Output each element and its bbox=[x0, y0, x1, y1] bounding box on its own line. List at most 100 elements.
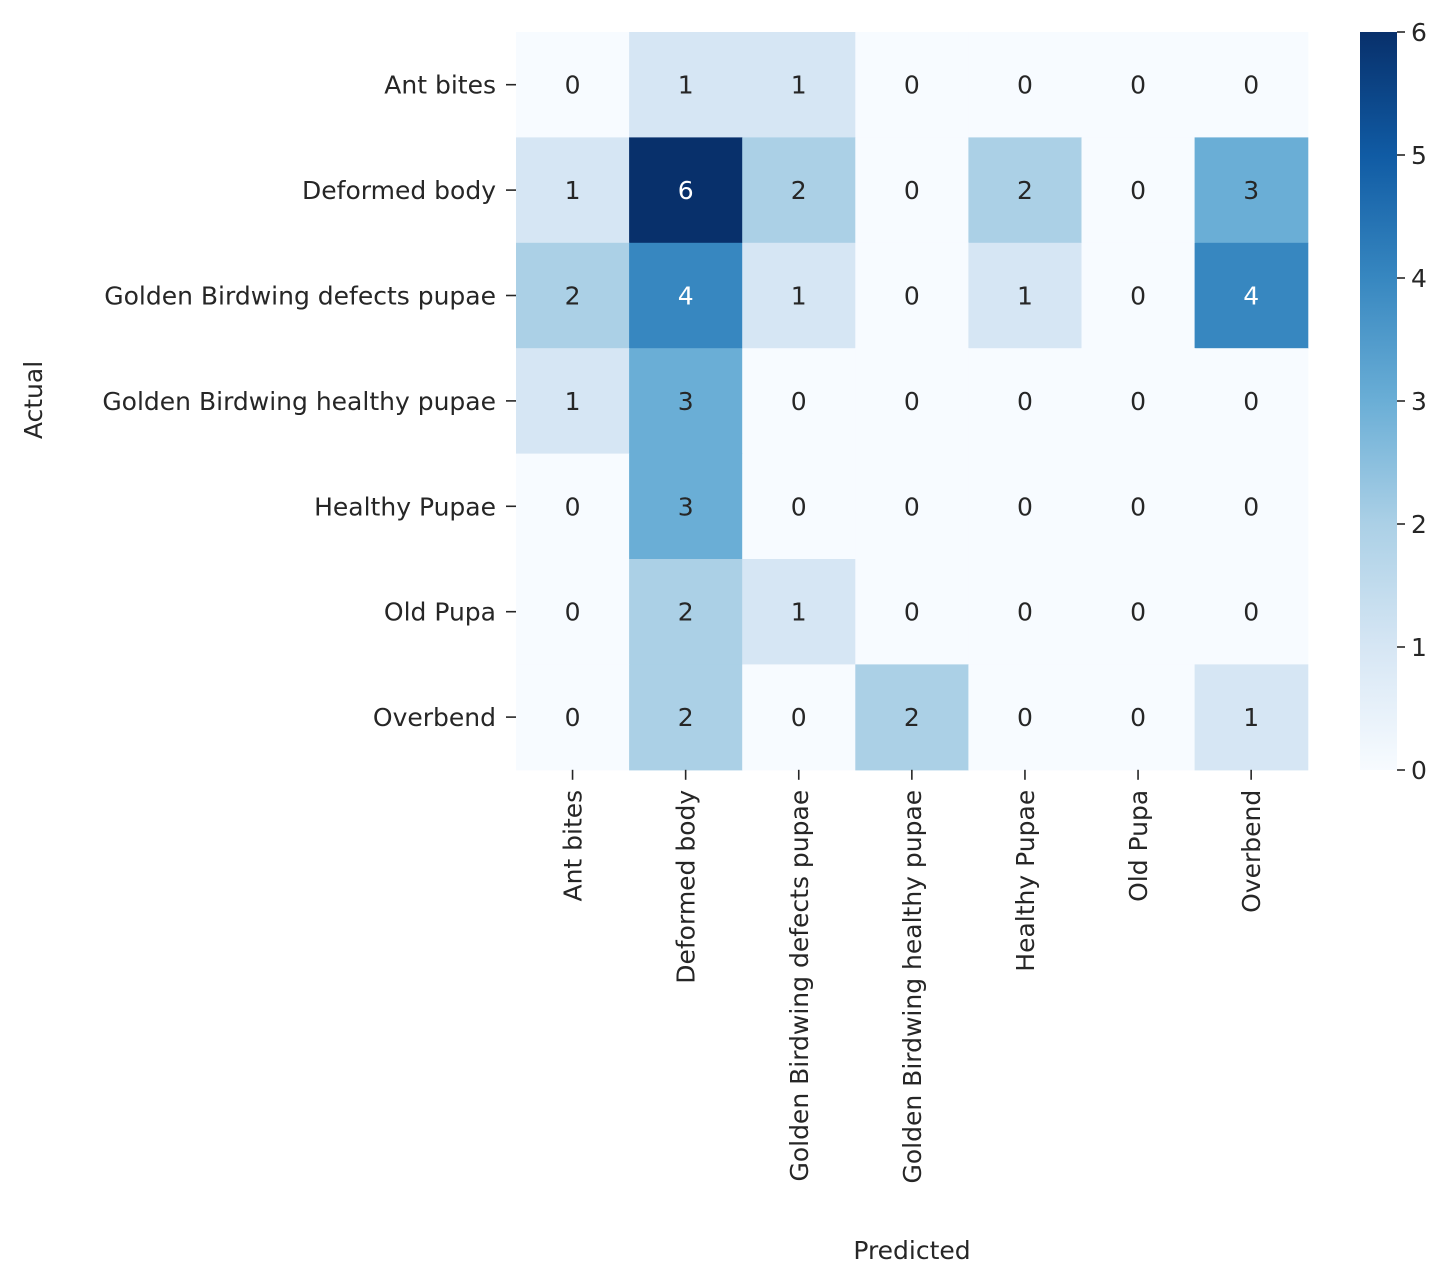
cell-value-label: 1 bbox=[678, 71, 694, 100]
cell-value-label: 1 bbox=[1243, 703, 1259, 732]
heatmap-cell bbox=[1081, 453, 1196, 560]
heatmap-cell bbox=[516, 242, 630, 349]
cell-value-label: 0 bbox=[904, 387, 920, 416]
x-tick-label: Old Pupa bbox=[1124, 790, 1153, 902]
cell-value-label: 4 bbox=[1243, 282, 1259, 311]
heatmap-cell bbox=[516, 453, 630, 560]
heatmap-cell bbox=[855, 348, 969, 455]
heatmap-cell bbox=[629, 559, 743, 665]
heatmap-cell bbox=[855, 559, 969, 665]
x-tick-label: Golden Birdwing healthy pupae bbox=[898, 790, 927, 1184]
cell-value-label: 0 bbox=[565, 598, 581, 627]
heatmap-cell bbox=[742, 559, 856, 665]
heatmap-cell bbox=[1081, 242, 1196, 349]
heatmap-cell bbox=[629, 664, 743, 771]
cell-value-label: 0 bbox=[904, 71, 920, 100]
cell-value-label: 1 bbox=[791, 598, 807, 627]
heatmap-cell bbox=[968, 559, 1083, 665]
heatmap-cell bbox=[629, 453, 743, 560]
heatmap-cell bbox=[1081, 137, 1196, 244]
cell-value-label: 0 bbox=[904, 598, 920, 627]
cell-value-label: 3 bbox=[678, 492, 694, 521]
cell-value-label: 2 bbox=[904, 703, 920, 732]
heatmap-cell bbox=[516, 664, 630, 771]
heatmap-cell bbox=[968, 348, 1083, 455]
x-axis: Ant bites Deformed body Golden Birdwing de… bbox=[559, 769, 1266, 1184]
heatmap-cell bbox=[1194, 242, 1309, 349]
cell-value-label: 0 bbox=[791, 492, 807, 521]
cell-value-label: 0 bbox=[791, 703, 807, 732]
cell-value-label: 1 bbox=[791, 71, 807, 100]
heatmap-cell bbox=[742, 32, 856, 138]
x-tick-label: Healthy Pupae bbox=[1011, 790, 1040, 972]
cell-value-label: 0 bbox=[1243, 492, 1259, 521]
cell-value-label: 0 bbox=[1130, 71, 1146, 100]
heatmap-cell bbox=[742, 137, 856, 244]
cell-value-label: 3 bbox=[1243, 176, 1259, 205]
heatmap-cell bbox=[1194, 137, 1309, 244]
cell-value-label: 3 bbox=[678, 387, 694, 416]
heatmap-cell bbox=[855, 664, 969, 771]
colorbar-tick-label: 1 bbox=[1411, 633, 1427, 662]
heatmap-cell bbox=[629, 348, 743, 455]
cell-value-label: 1 bbox=[565, 176, 581, 205]
cell-value-label: 0 bbox=[1130, 282, 1146, 311]
y-tick-label: Golden Birdwing defects pupae bbox=[104, 282, 496, 311]
colorbar-tick-label: 0 bbox=[1411, 756, 1427, 785]
cell-value-label: 2 bbox=[791, 176, 807, 205]
heatmap-cells bbox=[516, 32, 1309, 771]
colorbar-ticks: 0 1 2 3 4 5 6 bbox=[1397, 18, 1427, 785]
heatmap-cell bbox=[968, 664, 1083, 771]
colorbar-tick-label: 2 bbox=[1411, 510, 1427, 539]
cell-value-label: 0 bbox=[565, 492, 581, 521]
cell-value-label: 2 bbox=[678, 598, 694, 627]
heatmap-cell bbox=[629, 32, 743, 138]
cell-value-label: 0 bbox=[904, 176, 920, 205]
x-tick-label: Overbend bbox=[1237, 790, 1266, 913]
y-axis-title: Actual bbox=[19, 361, 48, 439]
cell-value-label: 0 bbox=[1130, 387, 1146, 416]
heatmap-cell bbox=[855, 32, 969, 138]
cell-value-label: 0 bbox=[1017, 387, 1033, 416]
cell-value-label: 0 bbox=[1130, 176, 1146, 205]
heatmap-cell bbox=[1081, 664, 1196, 771]
cell-value-label: 0 bbox=[791, 387, 807, 416]
y-tick-label: Golden Birdwing healthy pupae bbox=[102, 387, 496, 416]
heatmap-cell bbox=[516, 32, 630, 138]
colorbar bbox=[1360, 32, 1397, 770]
heatmap-cell bbox=[1194, 559, 1309, 665]
colorbar-tick-label: 4 bbox=[1411, 264, 1427, 293]
heatmap-cell-labels: 0 1 1 0 0 0 0 1 6 2 0 2 0 3 2 4 1 0 1 0 4 1 3 0 0 0 0 0 0 3 0 0 0 0 0 0 2 1 0 0… bbox=[565, 71, 1260, 732]
cell-value-label: 0 bbox=[1130, 492, 1146, 521]
heatmap-cell bbox=[516, 137, 630, 244]
y-tick-label: Ant bites bbox=[384, 71, 496, 100]
heatmap-cell bbox=[968, 137, 1083, 244]
cell-value-label: 0 bbox=[1243, 71, 1259, 100]
cell-value-label: 0 bbox=[565, 703, 581, 732]
y-tick-label: Deformed body bbox=[302, 176, 496, 205]
cell-value-label: 0 bbox=[1017, 71, 1033, 100]
cell-value-label: 0 bbox=[1130, 598, 1146, 627]
cell-value-label: 0 bbox=[904, 492, 920, 521]
y-axis: Ant bites Deformed body Golden Birdwing de… bbox=[102, 71, 516, 732]
heatmap-cell bbox=[516, 348, 630, 455]
colorbar-tick-label: 5 bbox=[1411, 141, 1427, 170]
heatmap-cell bbox=[629, 137, 743, 244]
cell-value-label: 2 bbox=[1017, 176, 1033, 205]
heatmap-cell bbox=[1081, 348, 1196, 455]
heatmap-cell bbox=[742, 242, 856, 349]
heatmap-cell bbox=[1194, 453, 1309, 560]
cell-value-label: 0 bbox=[1243, 598, 1259, 627]
heatmap-cell bbox=[968, 453, 1083, 560]
cell-value-label: 0 bbox=[904, 282, 920, 311]
cell-value-label: 0 bbox=[1130, 703, 1146, 732]
heatmap-cell bbox=[742, 453, 856, 560]
heatmap-cell bbox=[968, 32, 1083, 138]
heatmap-cell bbox=[855, 453, 969, 560]
x-tick-label: Ant bites bbox=[559, 790, 588, 902]
y-tick-label: Overbend bbox=[373, 703, 496, 732]
colorbar-tick-label: 3 bbox=[1411, 387, 1427, 416]
cell-value-label: 1 bbox=[1017, 282, 1033, 311]
heatmap-cell bbox=[1194, 348, 1309, 455]
